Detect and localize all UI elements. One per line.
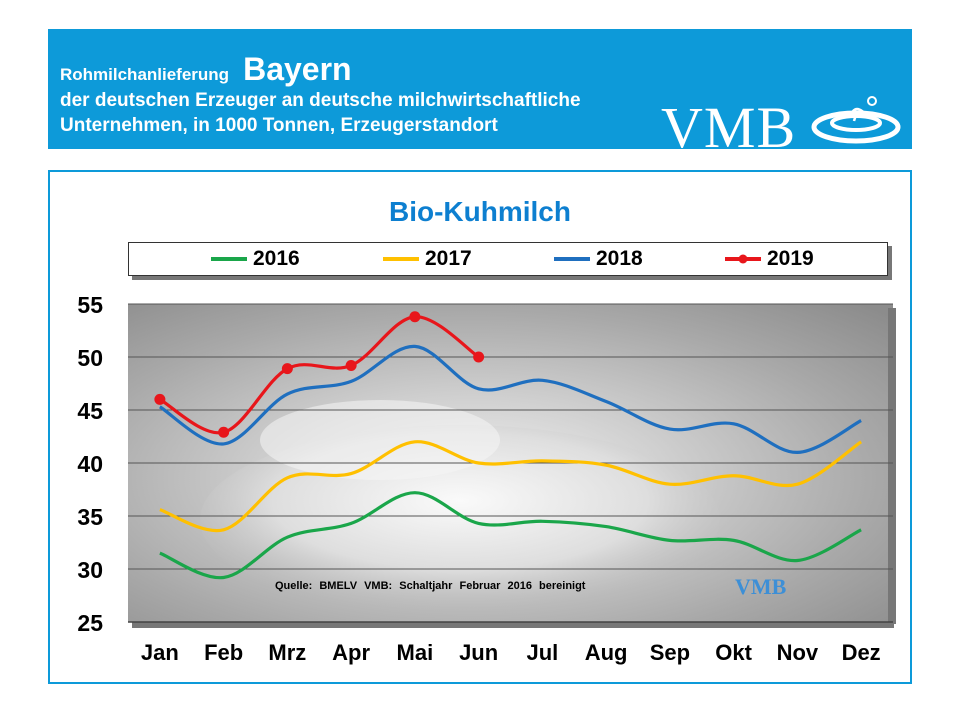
series-line-2016 xyxy=(159,491,862,580)
x-tick-label: Mrz xyxy=(268,640,306,665)
x-tick-label: Jun xyxy=(459,640,498,665)
data-point-2019 xyxy=(281,363,293,375)
header-lead: Rohmilchanlieferung xyxy=(60,65,230,84)
swirl-logo-icon xyxy=(811,96,901,144)
y-tick-label: 35 xyxy=(77,504,103,530)
legend-label-2019: 2019 xyxy=(767,247,814,270)
legend-label-2016: 2016 xyxy=(253,247,300,270)
plot-shadow xyxy=(888,308,896,624)
legend-label-2018: 2018 xyxy=(596,247,643,270)
x-tick-label: Apr xyxy=(332,640,370,665)
header-subtitle-2: Unternehmen, in 1000 Tonnen, Erzeugersta… xyxy=(60,115,498,136)
chart-legend: 2016 2017 2018 2019 xyxy=(128,242,888,276)
y-tick-label: 55 xyxy=(77,292,103,318)
data-point-2019 xyxy=(345,359,357,371)
small-vmb-logo-text: VMB xyxy=(735,574,787,599)
x-tick-label: Feb xyxy=(204,640,243,665)
x-tick-label: Nov xyxy=(777,640,819,665)
legend-label-2017: 2017 xyxy=(425,247,472,270)
vmb-logo: VMB xyxy=(661,95,797,160)
legend-swatch-2017 xyxy=(383,257,419,261)
x-tick-label: Sep xyxy=(650,640,690,665)
x-tick-label: Jul xyxy=(526,640,558,665)
data-point-2019 xyxy=(473,351,485,363)
plot-shadow xyxy=(132,622,894,628)
data-point-2019 xyxy=(154,393,166,405)
header-title: Rohmilchanlieferung Bayern xyxy=(60,51,352,88)
header-banner: Rohmilchanlieferung Bayern der deutschen … xyxy=(48,29,912,157)
chart-title: Bio-Kuhmilch xyxy=(389,196,571,227)
x-tick-label: Okt xyxy=(715,640,752,665)
x-tick-label: Dez xyxy=(842,640,881,665)
y-tick-label: 40 xyxy=(77,451,103,477)
y-tick-label: 25 xyxy=(77,610,103,636)
source-note: Quelle: BMELV VMB: Schaltjahr Februar 20… xyxy=(275,580,586,592)
x-tick-label: Mai xyxy=(397,640,434,665)
data-point-2019 xyxy=(218,426,230,438)
series-line-2017 xyxy=(159,440,863,533)
legend-swatch-2016 xyxy=(211,257,247,261)
small-vmb-logo: VMB xyxy=(735,574,786,600)
y-tick-label: 45 xyxy=(77,398,103,424)
header-region: Bayern xyxy=(243,51,352,87)
data-point-2019 xyxy=(409,311,421,323)
plot-decoration xyxy=(260,400,500,480)
x-tick-label: Aug xyxy=(585,640,628,665)
y-tick-label: 30 xyxy=(77,557,103,583)
legend-swatch-2018 xyxy=(554,257,590,261)
y-tick-label: 50 xyxy=(77,345,103,371)
series-line-2018 xyxy=(158,344,862,455)
x-tick-label: Jan xyxy=(141,640,179,665)
header-subtitle-1: der deutschen Erzeuger an deutsche milch… xyxy=(60,90,581,111)
legend-swatch-2019 xyxy=(725,254,761,264)
